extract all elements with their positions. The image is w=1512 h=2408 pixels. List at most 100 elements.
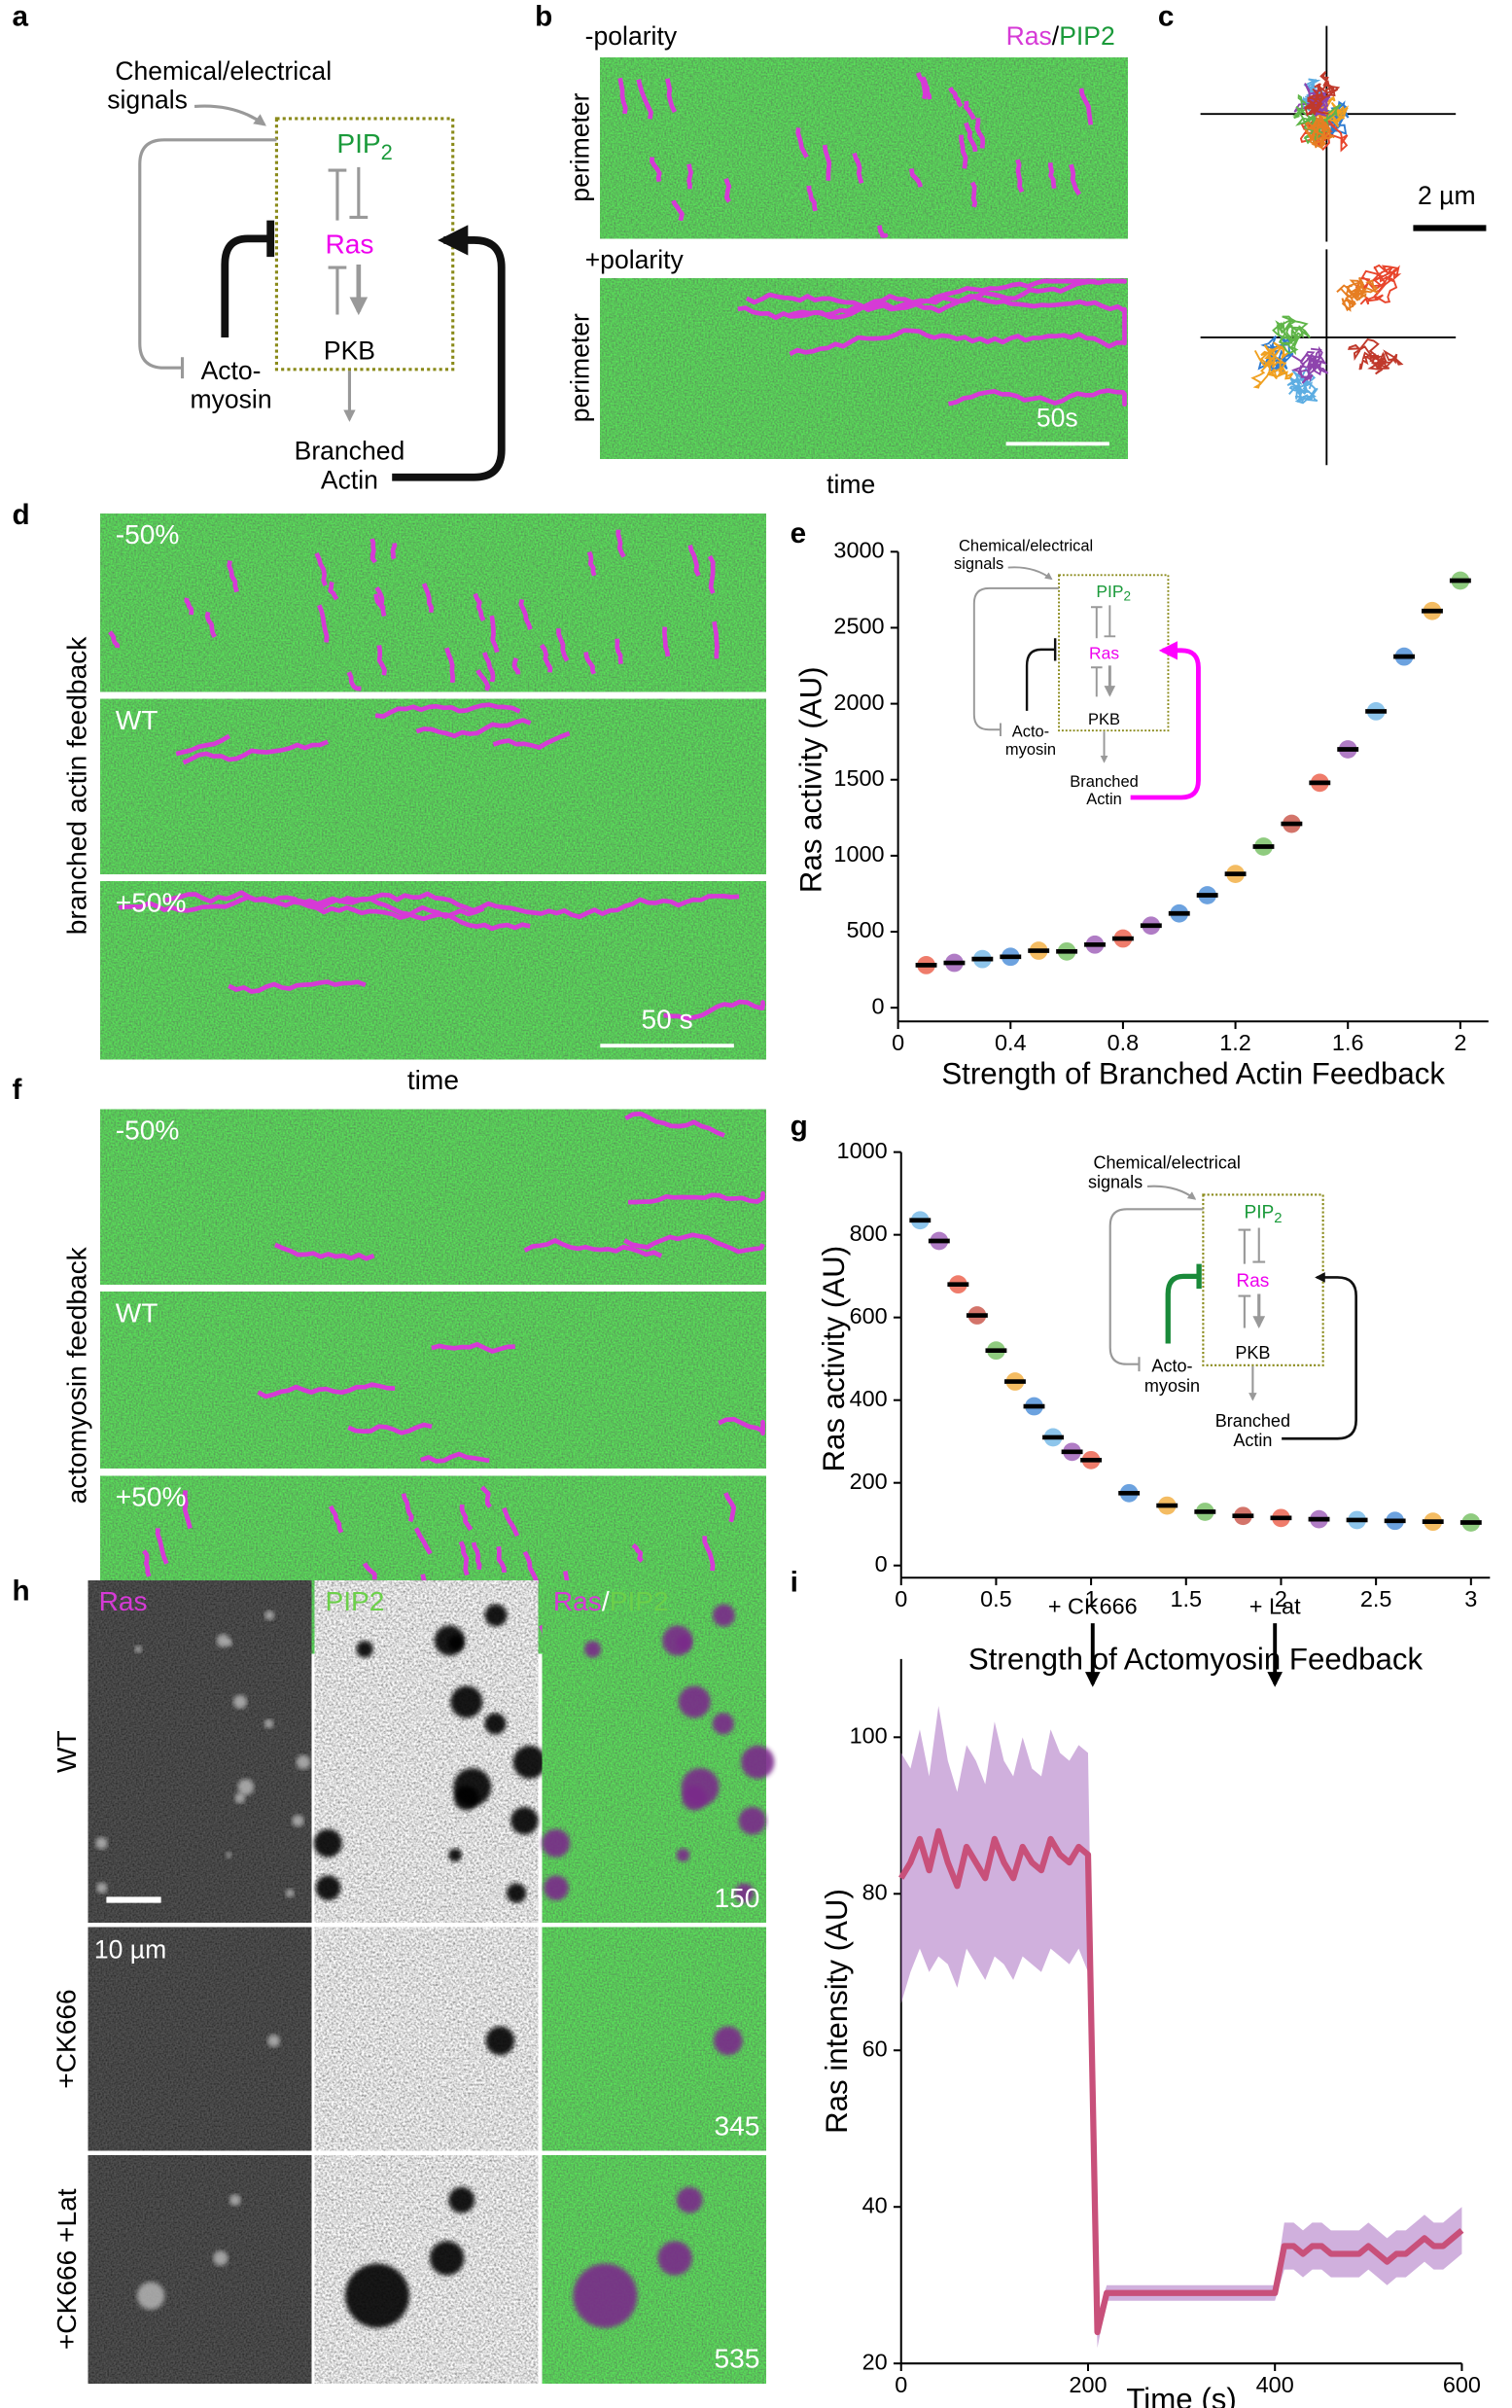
frame-label: 345 xyxy=(714,2110,759,2141)
micrograph xyxy=(542,1580,766,1923)
y-axis-label: Ras intensity (AU) xyxy=(820,1889,854,2134)
cell-patch xyxy=(234,1792,246,1804)
pip2-label: PIP2 xyxy=(1244,1203,1282,1226)
kymo-trace xyxy=(390,543,398,560)
cell-patch xyxy=(448,2186,475,2213)
kymo-trace xyxy=(522,1550,540,1585)
kymo-trace xyxy=(671,199,685,222)
kymo-trace xyxy=(475,668,491,691)
row-label: +50% xyxy=(116,887,187,917)
scale-label: 50 s xyxy=(641,1005,692,1035)
cell-patch xyxy=(313,1828,342,1858)
cell-patch xyxy=(542,1828,571,1858)
cell-patch xyxy=(741,1745,775,1780)
cell-patch xyxy=(237,1779,255,1795)
cell-patch xyxy=(573,2263,638,2328)
kymo-trace xyxy=(413,1527,433,1555)
x-tick-label: 0 xyxy=(895,2372,907,2397)
kymo-trace xyxy=(108,630,121,649)
y-tick-label: 2000 xyxy=(833,690,884,715)
cell-patch xyxy=(267,2035,280,2047)
kymograph xyxy=(100,1292,766,1469)
legend-label: / xyxy=(1052,21,1060,51)
kymo-trace xyxy=(627,1190,765,1205)
diagram-label: Acto- xyxy=(1012,723,1049,740)
y-axis-label: Ras activity (AU) xyxy=(817,1246,851,1472)
ras-label: Ras xyxy=(1089,643,1119,662)
diagram-label: myosin xyxy=(1005,741,1056,759)
frame-label: 150 xyxy=(714,1883,759,1913)
feedback-loop xyxy=(972,586,1060,737)
cell-track xyxy=(1304,71,1341,118)
feedback-loop xyxy=(1108,1208,1204,1372)
kymo-trace xyxy=(974,118,985,149)
cell-patch xyxy=(448,1848,462,1862)
axis-label: time xyxy=(826,470,875,499)
column-label: Ras xyxy=(553,1586,602,1616)
cell-track xyxy=(1304,114,1335,150)
cell-patch xyxy=(264,1611,275,1620)
kymo-trace xyxy=(649,157,662,183)
panel-letter: h xyxy=(13,1576,30,1608)
annotation: + Lat xyxy=(1249,1594,1301,1619)
kymo-trace xyxy=(707,554,716,594)
row-label: -50% xyxy=(116,519,180,549)
kymo-trace xyxy=(1015,159,1025,194)
kymo-trace xyxy=(369,538,377,564)
x-axis-label: Time (s) xyxy=(1126,2383,1236,2408)
diagram-label: signals xyxy=(107,86,188,115)
kymo-trace xyxy=(502,1506,520,1538)
kymo-trace xyxy=(175,733,231,757)
kymo-trace xyxy=(665,78,678,114)
kymo-trace xyxy=(877,225,889,238)
kymo-trace xyxy=(631,1542,644,1563)
pip2-text: PIP xyxy=(1096,581,1123,600)
pip2-text: PIP xyxy=(336,128,380,159)
kymo-trace xyxy=(444,647,456,684)
kymo-trace xyxy=(182,1490,193,1530)
panel-letter: e xyxy=(791,517,807,549)
inhibition xyxy=(1252,1227,1266,1263)
cell-track xyxy=(1354,264,1402,305)
cell-patch xyxy=(712,1713,734,1735)
micrograph xyxy=(314,2155,539,2384)
kymo-trace xyxy=(909,168,923,188)
kymo-trace xyxy=(374,585,386,611)
row-label: +polarity xyxy=(585,245,685,274)
micrograph xyxy=(88,1580,312,1923)
x-tick-label: 400 xyxy=(1256,2372,1294,2397)
module-box xyxy=(274,117,455,372)
kymo-trace xyxy=(204,611,217,638)
y-tick-label: 80 xyxy=(862,1879,888,1904)
kymo-trace xyxy=(227,560,239,593)
kymo-trace xyxy=(374,702,521,720)
pip2-label: PIP2 xyxy=(1096,581,1131,603)
x-tick-label: 0.4 xyxy=(995,1030,1027,1055)
annotation: + CK666 xyxy=(1048,1594,1138,1619)
actin-feedback xyxy=(1130,641,1201,800)
kymo-trace xyxy=(617,77,628,115)
diagram-label: signals xyxy=(1088,1173,1143,1192)
kymo-trace xyxy=(328,1505,344,1534)
kymo-trace xyxy=(347,1422,433,1435)
panel-letter: a xyxy=(13,1,29,33)
micrograph xyxy=(542,2155,766,2384)
kymo-trace xyxy=(712,620,720,659)
pkb-label: PKB xyxy=(1235,1343,1270,1363)
kymograph xyxy=(100,698,766,874)
cell-patch xyxy=(681,1768,720,1807)
cell-patch xyxy=(226,1852,232,1859)
cell-track xyxy=(1336,276,1379,312)
kymo-trace xyxy=(723,1492,737,1523)
actomyosin-feedback xyxy=(1165,1263,1202,1344)
kymo-trace xyxy=(473,592,486,621)
x-tick-label: 0 xyxy=(895,1586,907,1611)
diagram-label: Chemical/electrical xyxy=(115,56,332,86)
cell-patch xyxy=(136,2282,165,2310)
diagram-label: Actin xyxy=(321,465,378,494)
kymo-trace xyxy=(415,718,532,739)
row-label: WT xyxy=(52,1730,82,1773)
diagram-label: Chemical/electrical xyxy=(959,538,1093,555)
x-tick-label: 0.8 xyxy=(1108,1030,1140,1055)
